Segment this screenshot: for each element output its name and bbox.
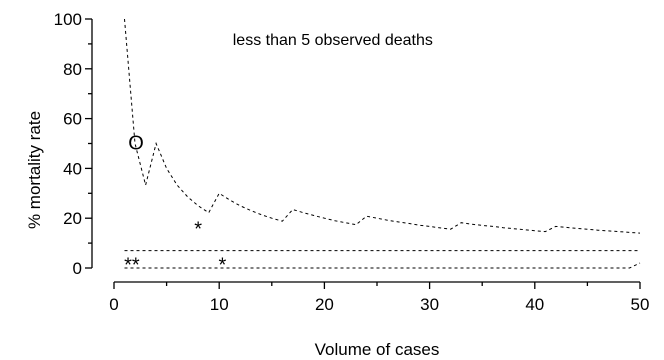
marker-label-3: * bbox=[194, 219, 202, 241]
y-tick-label: 20 bbox=[63, 209, 82, 228]
y-tick-label: 80 bbox=[63, 60, 82, 79]
marker-label-4: ** bbox=[124, 255, 140, 277]
x-axis-title: Volume of cases bbox=[315, 340, 440, 359]
y-axis-title: % mortality rate bbox=[25, 111, 44, 229]
x-tick-label: 30 bbox=[420, 295, 439, 314]
annotation-text: less than 5 observed deaths bbox=[233, 32, 433, 49]
series-group bbox=[124, 18, 641, 269]
y-tick-label: 40 bbox=[63, 159, 82, 178]
marker-label-2: O bbox=[128, 133, 144, 155]
marker-label-5: * bbox=[218, 255, 226, 277]
x-tick-label: 10 bbox=[210, 295, 229, 314]
x-tick-label: 40 bbox=[525, 295, 544, 314]
x-tick-label: 0 bbox=[109, 295, 118, 314]
series-line-1 bbox=[124, 18, 641, 234]
y-tick-label: 60 bbox=[63, 110, 82, 129]
series-line-3 bbox=[124, 262, 641, 269]
y-tick-label: 0 bbox=[73, 259, 82, 278]
y-tick-label: 100 bbox=[54, 10, 82, 29]
axes-group: 0 20 40 60 80 100 0 10 20 30 40 50 bbox=[54, 10, 650, 314]
x-tick-label: 20 bbox=[315, 295, 334, 314]
x-tick-label: 50 bbox=[631, 295, 650, 314]
